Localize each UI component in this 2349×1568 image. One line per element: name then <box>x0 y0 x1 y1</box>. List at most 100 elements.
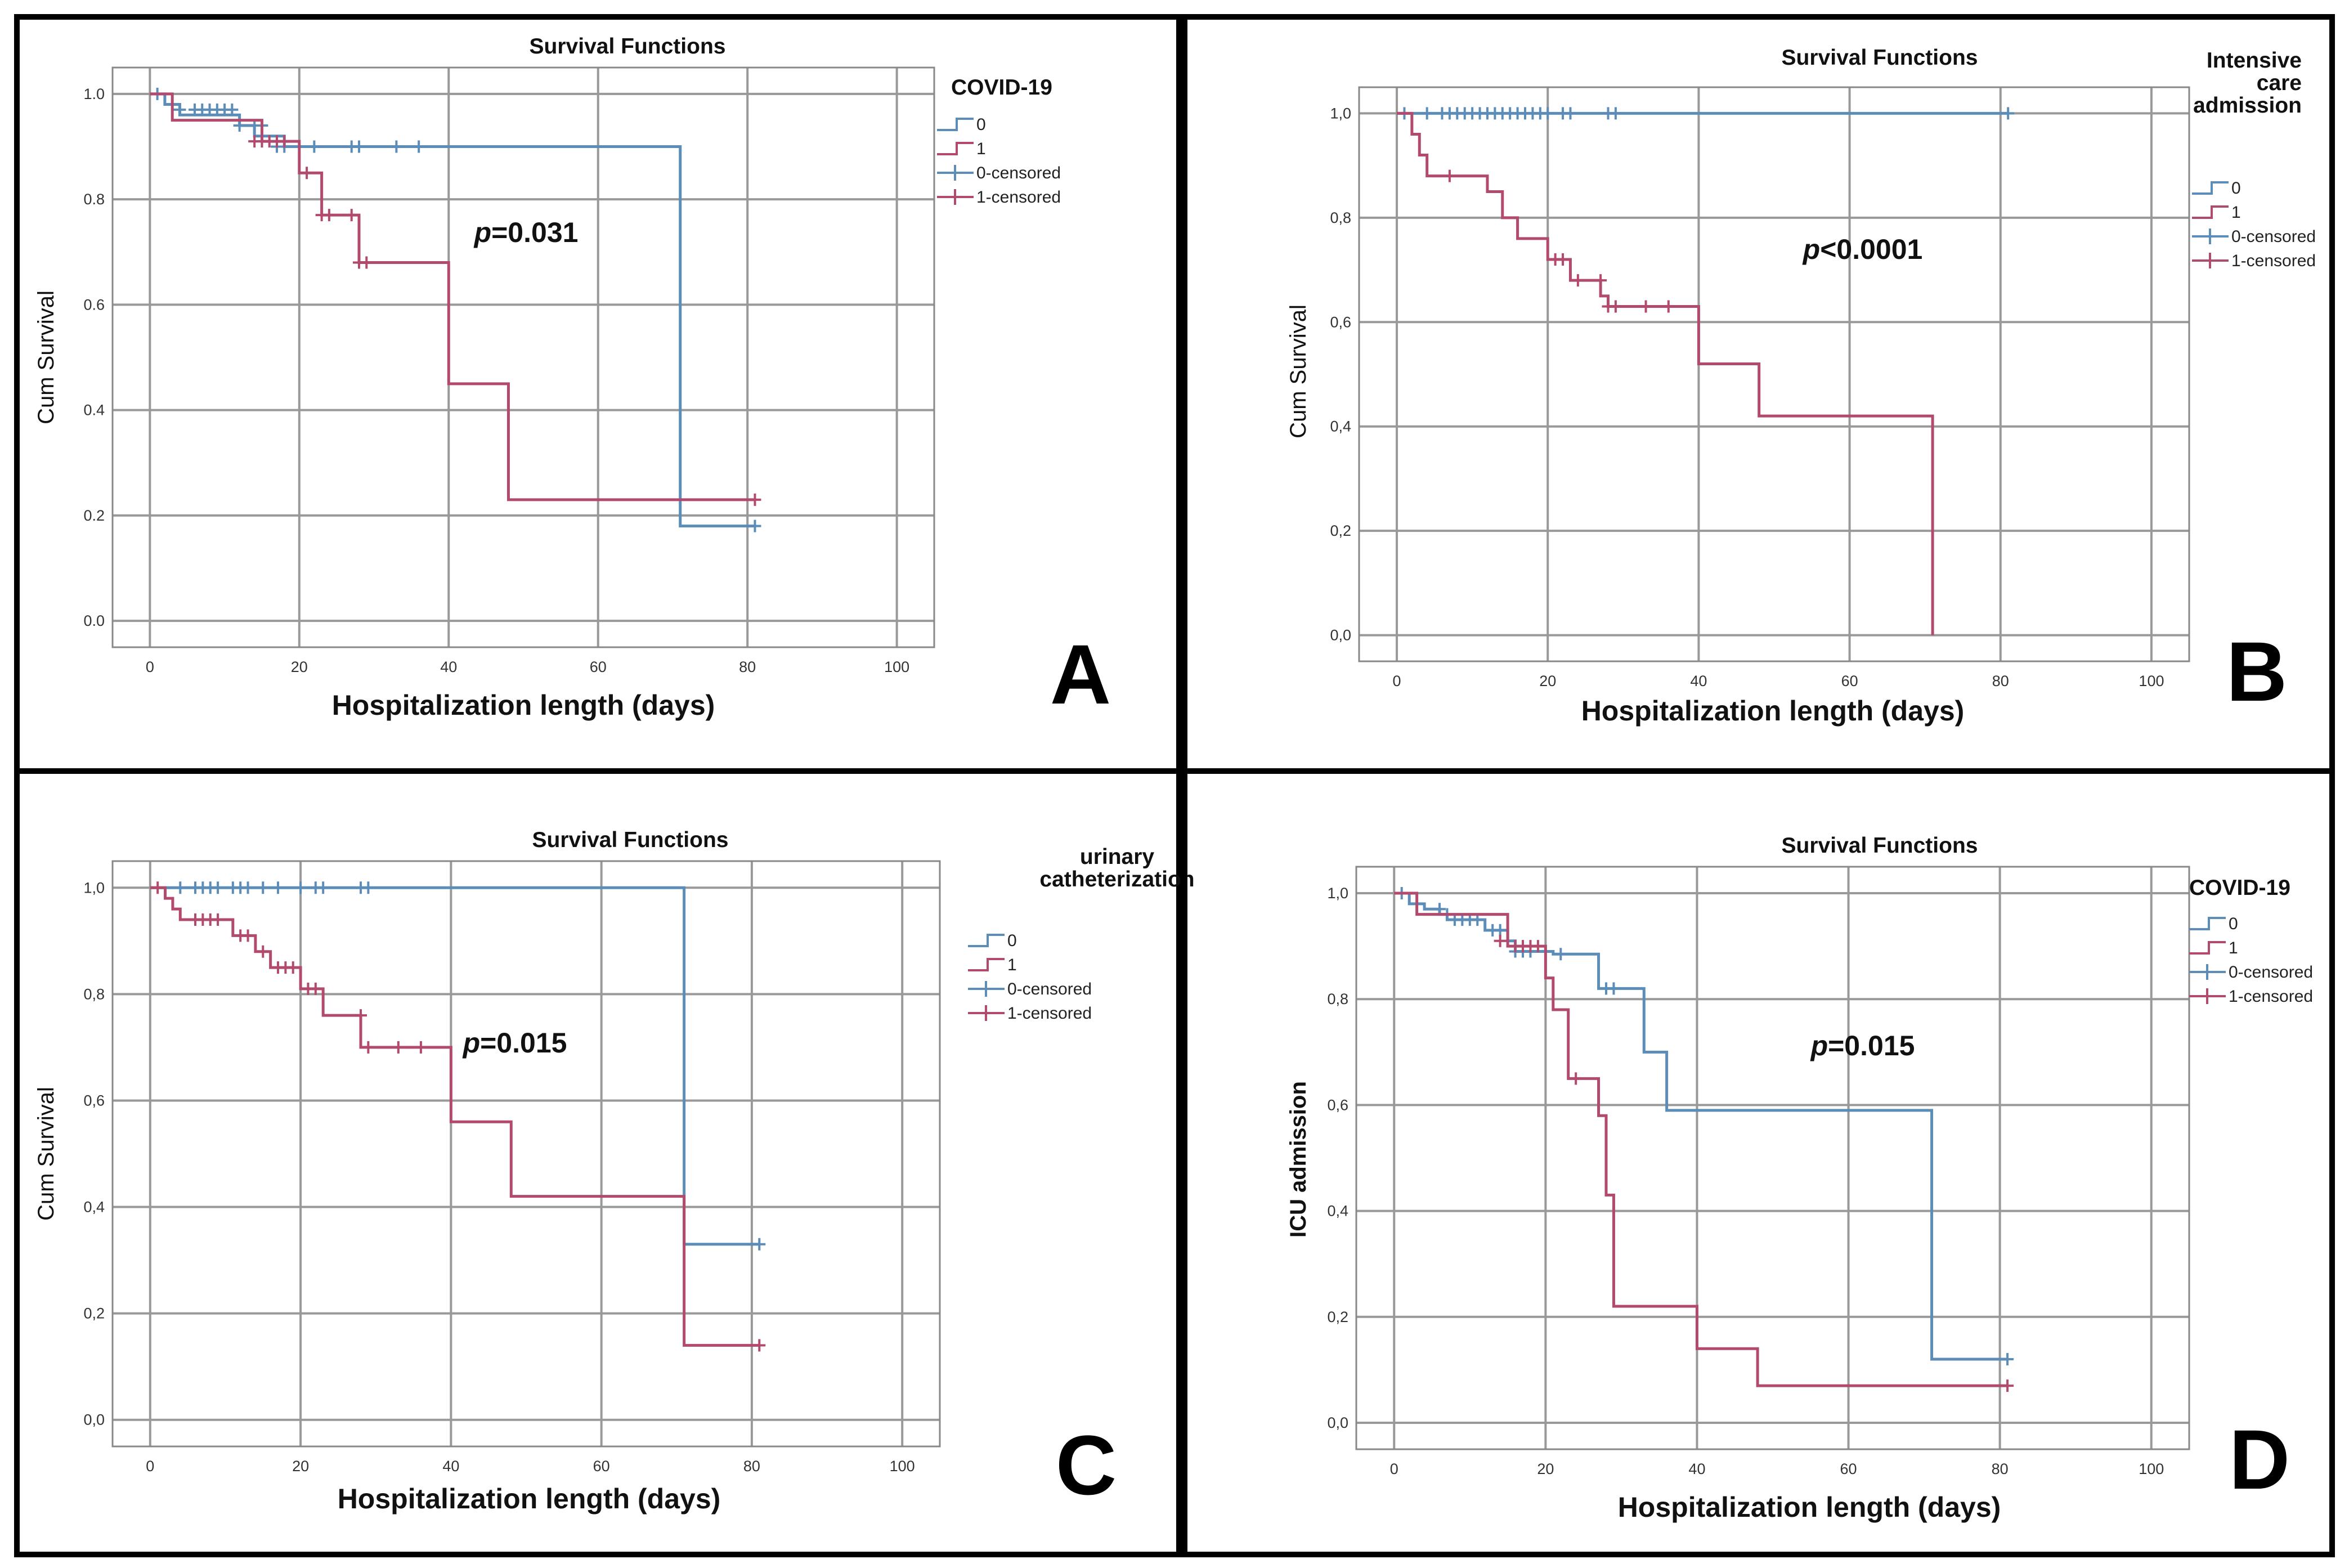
y-tick-label: 1,0 <box>1330 105 1351 122</box>
censored-mark-group-1 <box>1570 1072 1583 1085</box>
x-tick-label: 80 <box>1992 1461 2009 1477</box>
x-axis-label: Hospitalization length (days) <box>338 1483 721 1515</box>
censored-mark-group-0 <box>174 881 187 894</box>
chart-title: Survival Functions <box>530 34 726 59</box>
y-axis-label: Cum Survival <box>34 1087 59 1221</box>
x-tick-label: 40 <box>1690 673 1707 689</box>
x-tick-label: 20 <box>1539 673 1556 689</box>
y-tick-label: 0,6 <box>1330 313 1351 330</box>
y-tick-label: 0,6 <box>1327 1096 1348 1113</box>
censored-mark-group-0 <box>753 1238 766 1251</box>
plot-area <box>111 860 941 1448</box>
panel-b: 0 20 40 60 80 100 0,0 0,2 0,4 0,6 0,8 1,0 Survival F… <box>1182 14 2335 774</box>
legend-swatch-line <box>2189 941 2226 955</box>
plot-area <box>1355 866 2190 1450</box>
x-tick-label: 100 <box>884 658 909 675</box>
censored-mark-group-0 <box>257 881 270 894</box>
y-tick-label: 0,2 <box>1330 522 1351 539</box>
x-tick-label: 20 <box>291 658 308 675</box>
y-tick-label: 1.0 <box>83 86 105 102</box>
p-value-text: =0.031 <box>491 217 578 248</box>
y-tick-label: 0.2 <box>83 507 105 524</box>
legend-swatch-cross <box>2189 964 2226 980</box>
plot-area <box>1358 86 2190 662</box>
legend-title: catheterization <box>1039 867 1194 891</box>
y-tick-label: 0,4 <box>83 1199 105 1216</box>
x-tick-label: 80 <box>1992 673 2009 689</box>
y-tick-label: 0,8 <box>1327 991 1348 1007</box>
censored-mark-group-0 <box>1494 924 1507 937</box>
censored-mark-group-1 <box>360 256 373 269</box>
censored-mark-group-0 <box>294 881 307 894</box>
censored-mark-group-0 <box>226 103 239 116</box>
censored-mark-group-0 <box>241 881 254 894</box>
legend-item-label: 1-censored <box>2231 252 2316 270</box>
p-value-prefix: p <box>473 217 492 248</box>
x-tick-label: 40 <box>442 1458 459 1475</box>
y-tick-label: 0,0 <box>83 1412 105 1428</box>
censored-mark-group-1 <box>1443 169 1456 182</box>
legend-title: admission <box>2193 93 2302 118</box>
y-tick-label: 1,0 <box>83 879 105 896</box>
censored-mark-group-0 <box>317 881 330 894</box>
y-axis-label: Cum Survival <box>34 290 59 424</box>
legend-swatch-line <box>937 118 974 131</box>
censored-mark-group-0 <box>362 881 375 894</box>
censored-mark-group-1 <box>278 135 291 148</box>
x-tick-label: 20 <box>1537 1461 1554 1477</box>
plot-area <box>111 66 935 648</box>
x-tick-label: 0 <box>146 1458 154 1475</box>
x-tick-label: 60 <box>593 1458 610 1475</box>
legend: COVID-19 0 1 0-censored 1-censored <box>2189 876 2313 1006</box>
survival-curve-group-1 <box>1394 891 2008 1387</box>
censored-mark-group-1 <box>151 881 164 894</box>
x-tick-label: 100 <box>2139 673 2164 689</box>
legend-item-label: 0 <box>976 115 986 134</box>
censored-mark-group-0 <box>413 140 425 153</box>
p-value: p=0.031 <box>473 217 579 248</box>
legend-item-label: 1 <box>1007 956 1017 974</box>
legend-item-label: 0-censored <box>2231 227 2316 246</box>
censored-mark-group-1 <box>301 167 313 180</box>
legend-swatch-line <box>968 958 1005 971</box>
censored-mark-group-0 <box>1420 107 1433 120</box>
y-axis-label: Cum Survival <box>1286 304 1311 438</box>
censored-mark-group-1 <box>257 945 270 958</box>
legend-swatch-cross <box>2192 253 2229 268</box>
panel-letter: C <box>1056 1418 1117 1512</box>
censored-mark-group-1 <box>753 1339 766 1352</box>
panel-a: 0 20 40 60 80 100 0.0 0.2 0.4 0.6 0.8 1.0 Survival F… <box>14 14 1182 774</box>
legend-swatch-line <box>968 934 1005 947</box>
legend-swatch-line <box>2192 205 2229 219</box>
censored-mark-group-1 <box>241 929 254 942</box>
censored-mark-group-1 <box>1531 940 1544 953</box>
legend-title: urinary <box>1080 845 1155 869</box>
censored-mark-group-1 <box>414 1041 427 1054</box>
x-tick-label: 40 <box>440 658 457 675</box>
legend-item-label: 1 <box>976 140 986 158</box>
p-value-prefix: p <box>462 1027 481 1059</box>
p-value-text: <0.0001 <box>1820 234 1922 265</box>
p-value-prefix: p <box>1802 234 1821 265</box>
x-tick-label: 60 <box>1840 1461 1857 1477</box>
p-value-prefix: p <box>1810 1030 1828 1061</box>
censored-mark-group-1 <box>286 961 299 974</box>
censored-mark-group-1 <box>1494 934 1507 947</box>
legend-swatch-cross <box>2192 229 2229 244</box>
legend-title: Intensive <box>2207 48 2302 73</box>
censored-mark-group-1 <box>322 209 335 222</box>
censored-mark-group-1 <box>2001 1379 2014 1392</box>
censored-mark-group-1 <box>1662 300 1675 313</box>
survival-curve-group-0 <box>150 886 760 1246</box>
p-value: p<0.0001 <box>1802 234 1923 265</box>
x-axis-label: Hospitalization length (days) <box>332 689 715 721</box>
censored-mark-group-0 <box>1554 948 1567 961</box>
y-tick-label: 0,2 <box>83 1305 105 1322</box>
censored-mark-group-0 <box>2001 1353 2014 1366</box>
censored-mark-group-0 <box>1607 982 1620 995</box>
censored-mark-group-1 <box>748 493 761 506</box>
legend-item-label: 0-censored <box>2229 963 2313 982</box>
chart-title: Survival Functions <box>1782 834 1978 858</box>
